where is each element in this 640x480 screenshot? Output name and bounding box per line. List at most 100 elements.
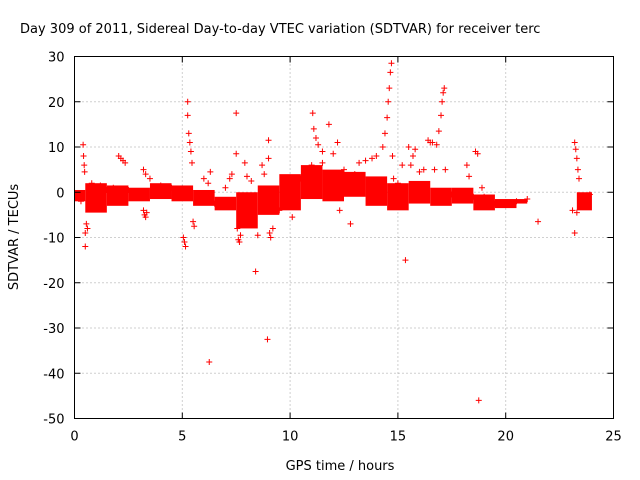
data-point	[297, 175, 304, 182]
data-point	[388, 60, 395, 67]
data-point	[243, 173, 250, 180]
data-point	[470, 193, 477, 200]
data-band-layer	[74, 165, 592, 229]
data-point	[265, 137, 272, 144]
data-point	[82, 243, 89, 250]
axis-ticks	[74, 56, 614, 419]
data-point	[83, 220, 90, 227]
data-point	[136, 191, 143, 198]
data-point	[103, 186, 110, 193]
axis-tick-labels: 0 5 10 15 20 25 -50 -40 -30 -20 -10 0 10 20 30	[43, 51, 622, 445]
data-point	[206, 358, 213, 365]
data-point	[190, 218, 197, 225]
data-point	[168, 184, 175, 191]
data-point	[122, 159, 129, 166]
data-point	[207, 168, 214, 175]
x-tick-label: 20	[497, 430, 514, 445]
data-point	[312, 134, 319, 141]
data-point	[200, 175, 207, 182]
data-point	[110, 184, 117, 191]
data-point	[309, 110, 316, 117]
data-point	[233, 110, 240, 117]
data-point	[182, 243, 189, 250]
data-point	[97, 182, 104, 189]
data-point	[180, 234, 187, 241]
x-tick-label: 0	[70, 430, 78, 445]
data-point	[233, 150, 240, 157]
data-point	[310, 125, 317, 132]
data-point	[287, 198, 294, 205]
data-point	[319, 148, 326, 155]
data-point	[386, 85, 393, 92]
data-point	[142, 214, 149, 221]
y-tick-label: -10	[43, 232, 64, 247]
data-point	[80, 153, 87, 160]
data-point	[264, 336, 271, 343]
data-point	[143, 209, 150, 216]
data-points-layer	[74, 60, 593, 404]
data-point	[435, 128, 442, 135]
data-point	[356, 159, 363, 166]
data-band	[85, 183, 107, 213]
data-point	[466, 173, 473, 180]
data-band	[473, 194, 495, 211]
data-point	[399, 162, 406, 169]
data-point	[236, 239, 243, 246]
data-point	[267, 234, 274, 241]
data-point	[384, 114, 391, 121]
data-point	[187, 148, 194, 155]
data-point	[184, 98, 191, 105]
data-point	[582, 198, 589, 205]
data-point	[576, 175, 583, 182]
data-point	[402, 257, 409, 264]
data-point	[448, 191, 455, 198]
data-point	[574, 166, 581, 173]
data-point	[81, 162, 88, 169]
data-point	[412, 146, 419, 153]
data-point	[114, 189, 121, 196]
data-point	[369, 155, 376, 162]
data-point	[571, 139, 578, 146]
y-tick-label: 30	[48, 51, 65, 66]
data-point	[248, 177, 255, 184]
data-point	[228, 171, 235, 178]
data-point	[186, 139, 193, 146]
data-point	[259, 162, 266, 169]
data-band	[300, 165, 323, 200]
data-point	[385, 98, 392, 105]
y-tick-label: -20	[43, 277, 64, 292]
data-point	[362, 157, 369, 164]
data-point	[146, 175, 153, 182]
data-point	[569, 207, 576, 214]
data-point	[433, 141, 440, 148]
data-point	[416, 168, 423, 175]
data-point	[389, 153, 396, 160]
data-point	[441, 85, 448, 92]
data-point	[181, 239, 188, 246]
data-point	[261, 171, 268, 178]
data-point	[226, 175, 233, 182]
data-point	[82, 229, 89, 236]
data-point	[269, 225, 276, 232]
data-point	[289, 214, 296, 221]
data-point	[179, 186, 186, 193]
data-band	[193, 189, 215, 206]
data-point	[373, 153, 380, 160]
chart-title: Day 309 of 2011, Sidereal Day-to-day VTE…	[20, 22, 540, 37]
data-point	[140, 166, 147, 173]
data-point	[440, 89, 447, 96]
data-band	[149, 183, 172, 200]
data-band	[322, 169, 344, 202]
data-point	[475, 397, 482, 404]
x-tick-label: 10	[282, 430, 299, 445]
data-band	[365, 176, 388, 206]
data-point	[325, 121, 332, 128]
data-point	[81, 168, 88, 175]
data-point	[478, 184, 485, 191]
data-point	[265, 155, 272, 162]
data-band	[430, 187, 452, 206]
data-point	[93, 184, 100, 191]
data-point	[394, 180, 401, 187]
data-point	[420, 166, 427, 173]
